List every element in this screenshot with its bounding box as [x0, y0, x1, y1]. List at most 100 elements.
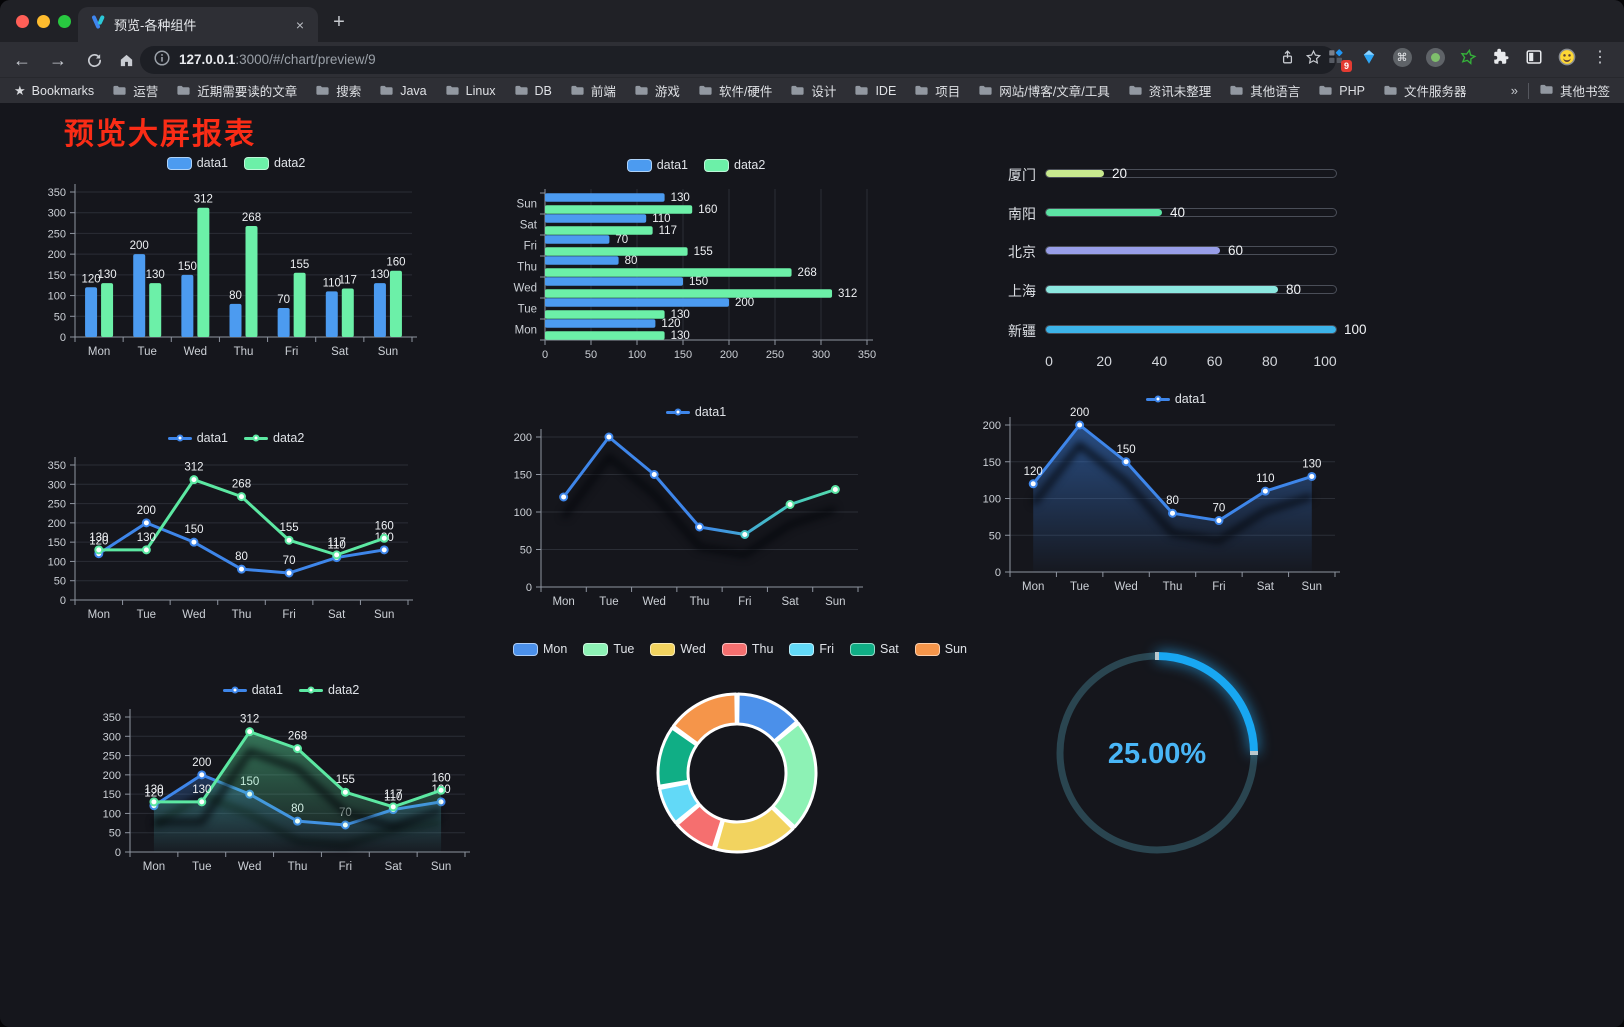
split-screen-icon[interactable] [1522, 45, 1546, 69]
svg-text:70: 70 [615, 234, 628, 246]
url-bar[interactable]: 127.0.0.1:3000/#/chart/preview/9 [140, 46, 1336, 74]
legend-item-data1[interactable]: data1 [626, 158, 688, 172]
donut-segment-Fri[interactable] [658, 781, 701, 825]
grouped-hbar-chart[interactable]: data1 data2 0 50 100 150 200 250 300 350 Sun Sat Fri… [505, 150, 887, 372]
bookmark-folder[interactable]: Linux [445, 81, 496, 100]
grouped-bar-chart[interactable]: data1 data2 0 50 100 150 200 250 300 350 Mon Tue Wed… [40, 148, 432, 370]
legend-item-Sat[interactable]: Sat [850, 642, 899, 656]
gem-extension-icon[interactable] [1357, 45, 1381, 69]
legend-item-data2[interactable]: data2 [704, 158, 765, 172]
gradient-line-chart[interactable]: data1 0 50 100 150 200 Mon Tue Wed Thu Fri Sat Sun [505, 396, 887, 626]
command-extension-icon[interactable]: ⌘ [1390, 45, 1414, 69]
bookmark-star-icon[interactable] [1305, 49, 1322, 71]
tab-close-icon[interactable]: × [295, 16, 304, 33]
weekday-donut-chart[interactable]: Mon Tue Wed Thu Fri Sat Sun [512, 628, 967, 898]
progress-row-上海[interactable]: 上海 80 [980, 280, 1380, 300]
bookmark-folder[interactable]: 软件/硬件 [698, 81, 772, 100]
legend-item-data2[interactable]: data2 [244, 431, 304, 445]
donut-segment-Thu[interactable] [675, 803, 724, 850]
record-extension-icon[interactable] [1423, 45, 1447, 69]
svg-text:Thu: Thu [690, 596, 710, 608]
percent-gauge-chart[interactable]: 25.00% [1020, 631, 1296, 881]
legend-item-data2[interactable]: data2 [244, 156, 305, 170]
site-info-icon[interactable] [154, 49, 170, 71]
bookmark-folder[interactable]: 项目 [914, 81, 960, 100]
donut-segment-Tue[interactable] [771, 721, 818, 829]
bookmark-folder[interactable]: 文件服务器 [1383, 81, 1466, 100]
bars-data2[interactable]: 130 130 312 268 155 117 160 [545, 204, 857, 342]
bookmark-folder[interactable]: IDE [854, 81, 896, 100]
donut-segment-Sat[interactable] [656, 726, 699, 788]
area-line-chart[interactable]: data1 0 50 100 150 200 Mon Tue Wed Thu Fri Sat Sun 12… [975, 381, 1377, 611]
legend-marker [222, 686, 247, 694]
city-progress-chart[interactable]: 厦门 20 南阳 40 北京 60 上海 80 新疆 100 0 20 40 60 80 100 [980, 148, 1380, 398]
forward-button[interactable]: → [49, 49, 67, 70]
progress-row-厦门[interactable]: 厦门 20 [980, 164, 1380, 184]
bookmark-folder-label: PHP [1339, 83, 1365, 98]
progress-fill [1046, 286, 1278, 293]
close-window-button[interactable] [16, 15, 29, 28]
bookmark-folder[interactable]: Java [379, 81, 427, 100]
back-button[interactable]: ← [13, 49, 31, 70]
svg-text:80: 80 [625, 255, 638, 267]
green-star-extension-icon[interactable] [1456, 45, 1480, 69]
bookmarks-manager[interactable]: ★ Bookmarks [14, 83, 94, 99]
progress-row-南阳[interactable]: 南阳 40 [980, 203, 1380, 223]
legend-item-data1[interactable]: data1 [167, 431, 228, 445]
legend-item-Fri[interactable]: Fri [789, 642, 834, 656]
svg-text:300: 300 [48, 208, 66, 220]
bookmark-folder[interactable]: 设计 [790, 81, 836, 100]
progress-row-新疆[interactable]: 新疆 100 [980, 320, 1380, 340]
legend-item-Wed[interactable]: Wed [650, 642, 706, 656]
bookmarks-overflow-button[interactable]: » [1510, 83, 1518, 98]
zoom-window-button[interactable] [58, 15, 71, 28]
bookmark-folder[interactable]: 近期需要读的文章 [176, 81, 297, 100]
bookmark-folder[interactable]: 前端 [570, 81, 616, 100]
legend-item-Mon[interactable]: Mon [512, 642, 567, 656]
metrics-extension-icon[interactable]: 9 [1324, 45, 1352, 72]
bookmark-folder[interactable]: 游戏 [634, 81, 680, 100]
bookmark-folder[interactable]: 其他语言 [1229, 81, 1300, 100]
legend-item-data1[interactable]: data1 [166, 156, 228, 170]
bookmark-folder[interactable]: 运营 [112, 81, 158, 100]
new-tab-button[interactable]: + [333, 10, 345, 33]
bars-data2[interactable]: 130 130 312 268 155 117 160 [97, 194, 406, 337]
legend-item-data1[interactable]: data1 [222, 683, 283, 697]
chart-canvas: 0 50 100 150 200 250 300 350 Mon Tue Wed Thu Fri Sat S… [103, 709, 470, 873]
progress-value: 40 [1170, 205, 1186, 220]
browser-tab-active[interactable]: 预览-各种组件 × [78, 7, 318, 42]
legend-label: Sat [880, 642, 899, 656]
bookmark-folder[interactable]: 资讯未整理 [1128, 81, 1211, 100]
legend-item-data1[interactable]: data1 [665, 405, 726, 419]
bookmark-folder[interactable]: DB [514, 81, 552, 100]
bookmark-folder-label: 设计 [811, 85, 837, 99]
bookmark-folder[interactable]: PHP [1318, 81, 1365, 100]
legend-item-data2[interactable]: data2 [299, 683, 359, 697]
home-button[interactable] [114, 48, 138, 72]
donut-segment-Wed[interactable] [713, 806, 795, 854]
bookmark-folder[interactable]: 网站/博客/文章/工具 [978, 81, 1110, 100]
share-icon[interactable] [1279, 49, 1296, 71]
legend-item-data1[interactable]: data1 [1145, 392, 1206, 406]
legend-item-Thu[interactable]: Thu [721, 642, 773, 656]
minimize-window-button[interactable] [37, 15, 50, 28]
bookmark-folder[interactable]: 搜索 [315, 81, 361, 100]
progress-row-北京[interactable]: 北京 60 [980, 241, 1380, 261]
svg-text:268: 268 [288, 731, 307, 743]
other-bookmarks[interactable]: 其他书签 [1539, 81, 1610, 100]
reload-button[interactable] [82, 48, 106, 72]
legend-item-Sun[interactable]: Sun [914, 642, 967, 656]
legend-item-Tue[interactable]: Tue [583, 642, 634, 656]
profile-avatar[interactable] [1555, 45, 1579, 69]
svg-text:Sat: Sat [328, 609, 346, 621]
extensions-puzzle-icon[interactable] [1489, 45, 1513, 69]
browser-menu-icon[interactable]: ⋮ [1592, 49, 1608, 66]
multi-line-chart[interactable]: data1 data2 0 50 100 150 200 250 300 350 Mon Tue Wed… [40, 421, 432, 653]
donut-segment-Mon[interactable] [736, 692, 799, 743]
svg-text:Sat: Sat [781, 596, 799, 608]
multi-area-chart[interactable]: data1 data2 0 50 100 150 200 250 300 350 Mon Tue Wed… [95, 673, 487, 909]
donut-segment-Sun[interactable] [671, 692, 738, 746]
